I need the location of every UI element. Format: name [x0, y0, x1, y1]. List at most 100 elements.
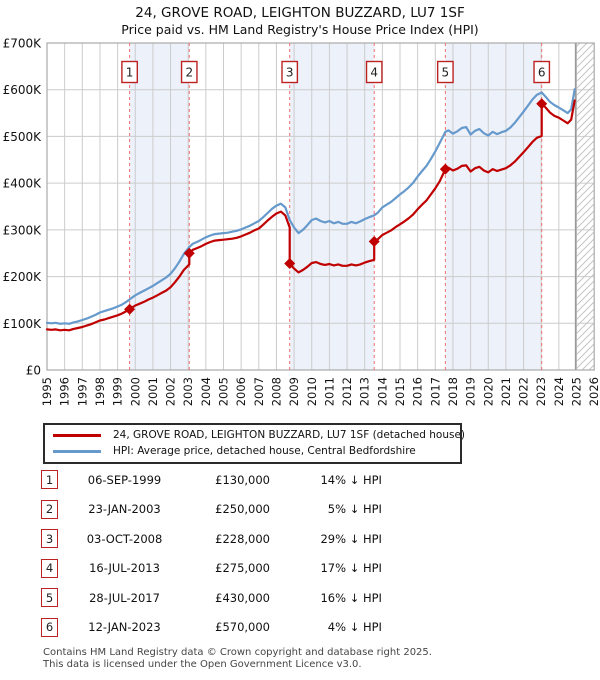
sale-marker: [439, 163, 451, 175]
sale-price: £430,000: [215, 590, 270, 605]
legend-label: HPI: Average price, detached house, Cent…: [113, 445, 416, 457]
sale-vs-hpi-ref: ↓ HPI: [346, 561, 382, 575]
event-number-badge: 5: [41, 588, 58, 607]
sale-price: £570,000: [215, 620, 270, 634]
x-axis-label: 2010: [305, 377, 319, 406]
chart-legend: 24, GROVE ROAD, LEIGHTON BUZZARD, LU7 1S…: [43, 423, 465, 464]
x-axis-label: 2011: [322, 377, 336, 406]
x-axis-label: 2005: [217, 377, 231, 406]
license-line-2: This data is licensed under the Open Gov…: [43, 658, 362, 670]
x-axis-label: 2003: [181, 377, 195, 406]
sale-marker: [183, 247, 195, 259]
event-number: 6: [538, 66, 546, 80]
sale-row: 4 16-JUL-2013 £275,000 17% ↓ HPI: [41, 558, 461, 578]
event-number-badge: 4: [41, 558, 58, 578]
sale-date: 23-JAN-2003: [88, 502, 161, 516]
y-axis-label: £600K: [3, 83, 43, 97]
sale-price: £250,000: [215, 502, 270, 516]
sale-price: £275,000: [215, 561, 270, 575]
sale-vs-hpi-ref: ↓ HPI: [346, 472, 382, 487]
x-axis-label: 2022: [517, 377, 531, 406]
sale-row: 5 28-JUL-2017 £430,000 16% ↓ HPI: [41, 588, 461, 607]
sale-marker: [536, 98, 548, 110]
sale-marker: [368, 236, 380, 248]
page-title: 24, GROVE ROAD, LEIGHTON BUZZARD, LU7 1S…: [135, 5, 465, 21]
legend-line-swatch: [53, 449, 101, 453]
ownership-band: [129, 43, 190, 370]
sale-vs-hpi-ref: ↓ HPI: [346, 502, 382, 516]
y-axis-label: £400K: [3, 177, 43, 191]
event-number: 4: [370, 66, 378, 80]
license-footer: Contains HM Land Registry data © Crown c…: [43, 647, 583, 670]
y-axis-label: £500K: [3, 130, 43, 144]
price-paid-line: [45, 99, 576, 332]
sale-price: £228,000: [215, 531, 270, 546]
sale-date: 28-JUL-2017: [89, 590, 160, 605]
y-axis-label: £100K: [3, 317, 43, 331]
sale-row: 2 23-JAN-2003 £250,000 5% ↓ HPI: [41, 499, 461, 519]
x-axis-label: 2017: [428, 377, 442, 406]
sale-vs-hpi-pct: 5%: [327, 502, 346, 516]
x-axis-label: 1997: [75, 377, 89, 406]
x-axis-label: 2002: [164, 377, 178, 406]
x-axis-label: 1999: [111, 377, 125, 406]
x-axis-label: 2023: [534, 377, 548, 406]
sale-price: £130,000: [215, 472, 270, 487]
event-number-box: [180, 60, 198, 84]
y-axis-label: £700K: [3, 37, 43, 51]
y-axis-label: £0: [26, 364, 41, 378]
event-number-box: [533, 60, 551, 84]
event-number-box: [436, 60, 454, 84]
event-number: 1: [126, 66, 134, 80]
event-number-badge: 1: [41, 470, 58, 489]
event-number-box: [281, 60, 299, 84]
x-axis-label: 2026: [587, 377, 600, 406]
x-axis-label: 2018: [446, 377, 460, 406]
x-axis-label: 2007: [252, 377, 266, 406]
x-axis-label: 1995: [40, 377, 54, 406]
sale-date: 16-JUL-2013: [89, 561, 160, 575]
sale-vs-hpi-ref: ↓ HPI: [346, 531, 382, 546]
sale-vs-hpi-ref: ↓ HPI: [346, 620, 382, 634]
sale-vs-hpi-pct: 14%: [320, 472, 346, 487]
sales-table: 1 06-SEP-1999 £130,000 14% ↓ HPI 2 23-JAN-200…: [41, 470, 461, 647]
legend-line-swatch: [53, 433, 101, 437]
x-axis-label: 2016: [411, 377, 425, 406]
sale-vs-hpi-ref: ↓ HPI: [346, 590, 382, 605]
x-axis-label: 2013: [358, 377, 372, 406]
x-axis-label: 1998: [93, 377, 107, 406]
sale-vs-hpi-pct: 16%: [320, 590, 346, 605]
x-axis-label: 1996: [58, 377, 72, 406]
x-axis-label: 2021: [499, 377, 513, 406]
ownership-band: [445, 43, 542, 370]
x-axis-label: 2024: [552, 377, 566, 406]
legend-label: 24, GROVE ROAD, LEIGHTON BUZZARD, LU7 1S…: [113, 429, 466, 441]
future-hatch-region: [575, 43, 595, 370]
event-number-badge: 3: [41, 529, 58, 548]
x-axis-label: 2014: [375, 377, 389, 406]
hpi-line: [45, 88, 576, 325]
y-axis-label: £300K: [3, 223, 43, 237]
chart-title-block: 24, GROVE ROAD, LEIGHTON BUZZARD, LU7 1S…: [0, 5, 600, 38]
x-axis-label: 2009: [287, 377, 301, 406]
event-number: 3: [286, 66, 294, 80]
event-number: 2: [185, 66, 193, 80]
sale-date: 03-OCT-2008: [86, 531, 163, 546]
event-number-badge: 2: [41, 499, 58, 519]
sale-vs-hpi-pct: 17%: [320, 561, 346, 575]
x-axis-label: 2008: [269, 377, 283, 406]
event-number: 5: [442, 66, 450, 80]
legend-item: 24, GROVE ROAD, LEIGHTON BUZZARD, LU7 1S…: [45, 427, 465, 443]
sale-marker: [124, 303, 136, 315]
sale-date: 06-SEP-1999: [87, 472, 162, 487]
page-subtitle: Price paid vs. HM Land Registry's House …: [121, 22, 479, 37]
x-axis-label: 2006: [234, 377, 248, 406]
x-axis-label: 2015: [393, 377, 407, 406]
price-history-chart: 1 2 3 4 5 6 £0 £100K £200K £300K £400K £500K £600K £7…: [3, 37, 600, 407]
ownership-band: [289, 43, 375, 370]
x-axis-label: 2000: [128, 377, 142, 406]
legend-item: HPI: Average price, detached house, Cent…: [45, 443, 460, 459]
sale-row: 1 06-SEP-1999 £130,000 14% ↓ HPI: [41, 470, 461, 489]
x-axis-label: 2025: [570, 377, 584, 406]
sale-marker: [284, 257, 296, 269]
